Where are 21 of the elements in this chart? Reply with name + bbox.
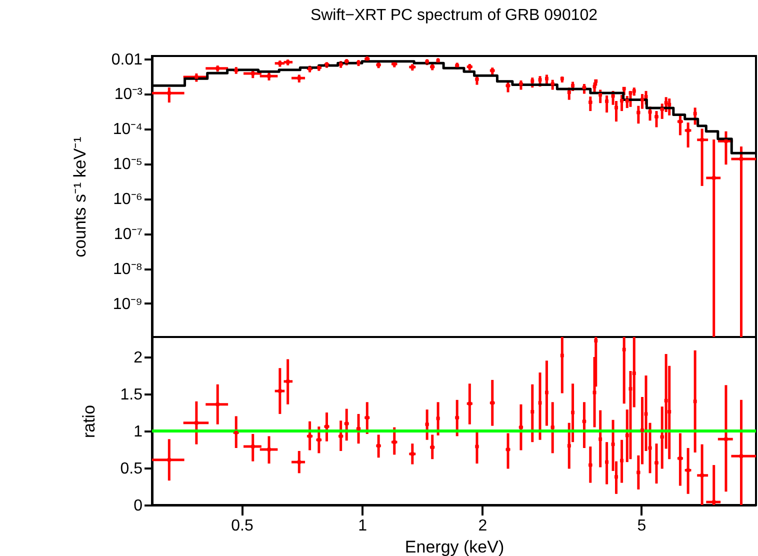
y-tick-label: 2 bbox=[134, 349, 143, 366]
y-axis-title: counts s⁻¹ keV⁻¹ bbox=[70, 136, 90, 258]
x-tick-label: 0.5 bbox=[231, 518, 254, 534]
y-axis-title: ratio bbox=[79, 404, 98, 438]
y-tick-label: 10⁻⁵ bbox=[113, 156, 142, 174]
y-tick-label: 0.5 bbox=[120, 460, 143, 478]
x-tick-label: 5 bbox=[637, 518, 646, 534]
y-tick-label: 0 bbox=[134, 498, 143, 514]
y-tick-label: 10⁻⁷ bbox=[114, 226, 143, 244]
y-tick-label: 1.5 bbox=[120, 386, 143, 404]
x-axis-title: Energy (keV) bbox=[404, 538, 504, 556]
y-tick-label: 0.01 bbox=[111, 51, 143, 68]
x-tick-label: 1 bbox=[358, 518, 368, 534]
y-tick-label: 10⁻⁹ bbox=[112, 296, 142, 313]
y-tick-label: 1 bbox=[134, 423, 143, 440]
x-tick-label: 2 bbox=[478, 518, 488, 534]
y-tick-label: 10⁻⁸ bbox=[112, 261, 142, 278]
y-tick-label: 10⁻⁶ bbox=[113, 191, 142, 208]
y-tick-label: 10⁻³ bbox=[114, 86, 144, 104]
y-tick-label: 10⁻⁴ bbox=[112, 121, 143, 138]
chart-title: Swift−XRT PC spectrum of GRB 090102 bbox=[310, 6, 598, 24]
